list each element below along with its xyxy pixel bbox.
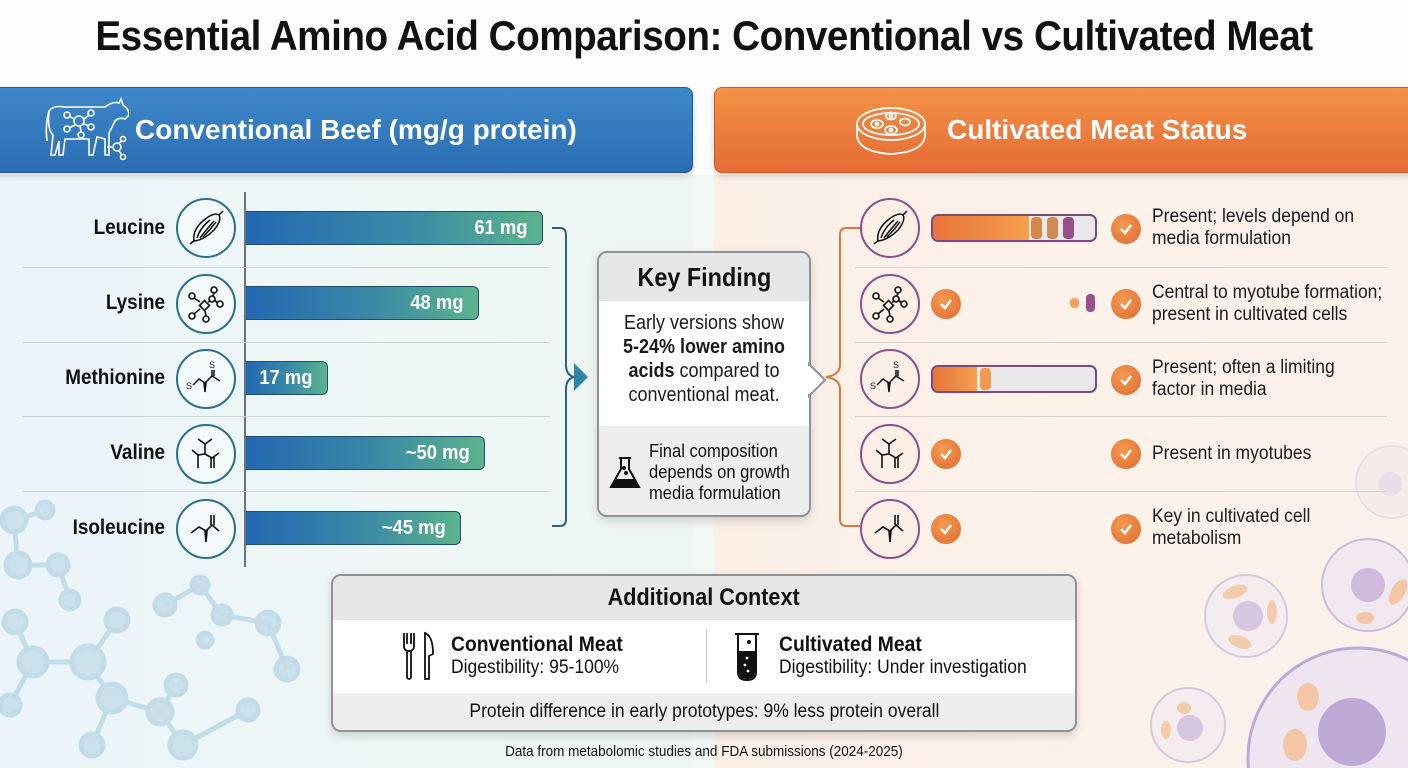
isoleucine-status: Key in cultivated cell metabolism (1152, 506, 1311, 549)
cultivated-digestibility: Cultivated Meat Digestibility: Under inv… (729, 630, 1048, 682)
indicator-dot (1070, 298, 1079, 308)
lysine-status: Central to myotube formation; present in … (1152, 282, 1383, 325)
isoleucine-structure-icon (176, 499, 236, 559)
methionine-structure-icon: S S (176, 349, 236, 409)
molecule-network-icon (860, 274, 920, 334)
additional-context-title: Additional Context (333, 576, 1075, 620)
chart-axis (244, 192, 246, 567)
bar-value-methionine: 17 mg (259, 366, 313, 389)
bar-methionine: 17 mg (246, 361, 328, 395)
amino-acid-label-leucine: Leucine (93, 216, 165, 239)
row-divider (22, 267, 550, 268)
protein-difference-note: Protein difference in early prototypes: … (333, 693, 1075, 730)
check-icon (931, 439, 961, 469)
conventional-meat-heading: Conventional Meat (451, 633, 623, 656)
conventional-beef-header-label: Conventional Beef (mg/g protein) (135, 114, 577, 145)
key-finding-title: Key Finding (599, 253, 809, 301)
svg-text:S: S (186, 381, 192, 391)
row-divider (22, 491, 550, 492)
leucine-level-bar (931, 214, 1097, 242)
methionine-level-bar (931, 365, 1097, 393)
conventional-beef-header: Conventional Beef (mg/g protein) (0, 87, 693, 173)
leucine-status: Present; levels depend on media formulati… (1152, 206, 1355, 249)
bar-value-lysine: 48 mg (410, 291, 464, 314)
bar-value-leucine: 61 mg (474, 216, 528, 239)
cultivated-digestibility-value: Digestibility: Under investigation (779, 657, 1027, 678)
left-bracket-connector (552, 227, 588, 527)
bar-isoleucine: ~45 mg (246, 511, 461, 545)
valine-structure-icon (860, 424, 920, 484)
methionine-status: Present; often a limiting factor in media (1152, 357, 1335, 400)
conventional-digestibility: Conventional Meat Digestibility: 95-100% (401, 630, 638, 682)
amino-acid-label-lysine: Lysine (105, 291, 165, 314)
cow-molecule-icon (45, 96, 129, 161)
bar-leucine: 61 mg (246, 211, 543, 245)
check-icon (1111, 214, 1141, 244)
key-finding-note: Final composition depends on growth medi… (599, 426, 809, 515)
conventional-digestibility-value: Digestibility: 95-100% (451, 657, 620, 678)
check-icon (931, 514, 961, 544)
check-icon (1111, 439, 1141, 469)
check-icon (931, 289, 961, 319)
svg-text:S: S (209, 360, 215, 370)
amino-acid-label-isoleucine: Isoleucine (72, 516, 165, 539)
check-icon (1111, 289, 1141, 319)
right-bracket-connector (825, 227, 860, 527)
amino-acid-label-valine: Valine (110, 441, 165, 464)
row-divider (22, 416, 550, 417)
row-divider (855, 267, 1387, 268)
valine-structure-icon (176, 424, 236, 484)
muscle-fiber-icon (176, 198, 236, 258)
additional-context-box: Additional Context Conventional Meat Dig… (331, 574, 1077, 732)
check-icon (1111, 514, 1141, 544)
row-divider (855, 491, 1387, 492)
source-note: Data from metabolomic studies and FDA su… (505, 743, 903, 760)
key-finding-pointer (807, 361, 827, 399)
row-divider (855, 416, 1387, 417)
page-title: Essential Amino Acid Comparison: Convent… (95, 12, 1313, 59)
row-divider (22, 342, 550, 343)
molecule-network-icon (176, 274, 236, 334)
methionine-structure-icon: S S (860, 349, 920, 409)
cultivated-meat-header: Cultivated Meat Status (714, 87, 1408, 173)
test-tube-icon (735, 633, 759, 682)
svg-text:S: S (870, 381, 876, 391)
indicator-dot (1086, 294, 1095, 312)
key-finding-text: Early versions show 5-24% lower amino ac… (622, 312, 786, 406)
petri-dish-icon (856, 107, 926, 155)
key-finding-box: Key Finding Early versions show 5-24% lo… (597, 251, 811, 517)
row-divider (855, 342, 1387, 343)
svg-text:S: S (893, 360, 899, 370)
bar-value-isoleucine: ~45 mg (381, 516, 446, 539)
check-icon (1111, 365, 1141, 395)
muscle-fiber-icon (860, 198, 920, 258)
cultivated-meat-header-label: Cultivated Meat Status (947, 114, 1248, 145)
fork-knife-icon (403, 631, 434, 680)
bar-value-valine: ~50 mg (405, 441, 470, 464)
cultivated-meat-heading: Cultivated Meat (779, 633, 922, 656)
valine-status: Present in myotubes (1152, 443, 1312, 464)
amino-acid-label-methionine: Methionine (65, 366, 165, 389)
flask-icon (609, 456, 641, 488)
isoleucine-structure-icon (860, 499, 920, 559)
context-divider (706, 630, 707, 682)
bar-valine: ~50 mg (246, 436, 485, 470)
bar-lysine: 48 mg (246, 286, 479, 320)
